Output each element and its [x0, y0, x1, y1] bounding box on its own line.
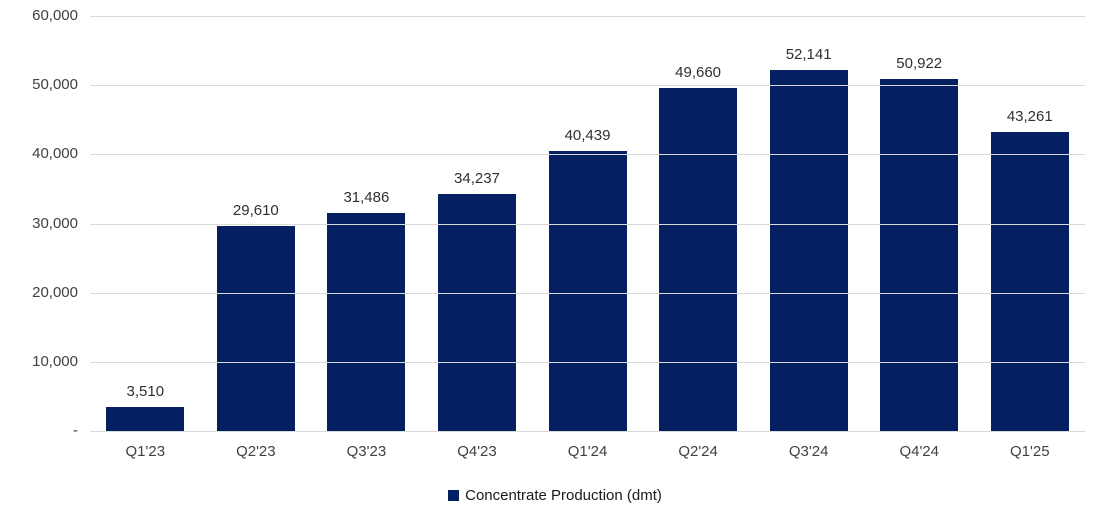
- x-axis-line: [90, 431, 1085, 432]
- bar-value-label: 29,610: [232, 202, 279, 220]
- gridline: [90, 361, 1085, 363]
- bar-slot: 50,922: [864, 16, 975, 431]
- bar-value-label: 52,141: [785, 46, 832, 64]
- y-tick-label: 60,000: [32, 7, 78, 24]
- x-tick-label: Q1'24: [567, 443, 608, 460]
- bar-slot: 31,486: [311, 16, 422, 431]
- y-tick-label: 20,000: [32, 283, 78, 301]
- bar-slot: 3,510: [90, 16, 201, 431]
- bar-slot: 43,261: [975, 16, 1086, 431]
- bar: [880, 78, 959, 431]
- x-tick-label: Q1'25: [1010, 443, 1050, 460]
- bar: [769, 70, 848, 431]
- bar: [327, 213, 406, 431]
- bar: [437, 194, 516, 431]
- x-tick-label: Q4'23: [457, 443, 497, 460]
- x-tick-label: Q3'23: [346, 443, 387, 460]
- y-tick-label: -: [73, 422, 78, 439]
- legend: Concentrate Production (dmt): [0, 487, 1110, 504]
- bar-slot: 52,141: [753, 16, 864, 431]
- bar: [659, 87, 738, 431]
- x-tick-label: Q4'24: [899, 443, 939, 460]
- x-axis: Q1'23 Q2'23 Q3'23 Q4'23 Q1'24 Q2'24 Q3'24 Q4'24…: [90, 442, 1085, 462]
- y-tick-label: 10,000: [32, 352, 78, 370]
- gridline: [90, 292, 1085, 294]
- bars-row: 3,510 29,610 31,486 34,237 40,439 49,660 52,14…: [90, 16, 1085, 431]
- bar-slot: 49,660: [643, 16, 754, 431]
- bar-slot: 40,439: [532, 16, 643, 431]
- bar-value-label: 3,510: [126, 382, 165, 400]
- gridline: [90, 16, 1085, 17]
- gridline: [90, 85, 1085, 87]
- legend-label: Concentrate Production (dmt): [465, 487, 662, 504]
- y-tick-label: 50,000: [32, 76, 78, 94]
- y-tick-label: 30,000: [32, 214, 78, 232]
- gridline: [90, 154, 1085, 156]
- bar-value-label: 40,439: [564, 127, 611, 145]
- bar-value-label: 50,922: [896, 54, 943, 72]
- y-axis: - 10,000 20,000 30,000 40,000 50,000 60,000: [0, 7, 78, 439]
- x-tick-label: Q2'24: [678, 443, 718, 460]
- bar: [106, 406, 185, 431]
- bar-slot: 29,610: [201, 16, 312, 431]
- bar: [548, 151, 627, 431]
- x-tick-label: Q1'23: [125, 443, 166, 460]
- legend-swatch: [448, 490, 460, 501]
- x-tick-label: Q2'23: [236, 443, 276, 460]
- x-tick-label: Q3'24: [788, 443, 829, 460]
- plot-area: 3,510 29,610 31,486 34,237 40,439 49,660 52,14…: [90, 16, 1085, 432]
- y-tick-label: 40,000: [32, 145, 78, 163]
- bar-value-label: 34,237: [454, 170, 500, 188]
- bar-value-label: 31,486: [343, 189, 390, 207]
- bar-slot: 34,237: [422, 16, 533, 431]
- gridline: [90, 223, 1085, 225]
- bar: [216, 226, 295, 431]
- bar-value-label: 43,261: [1006, 107, 1053, 125]
- bar-value-label: 49,660: [675, 63, 722, 81]
- bar: [990, 131, 1069, 431]
